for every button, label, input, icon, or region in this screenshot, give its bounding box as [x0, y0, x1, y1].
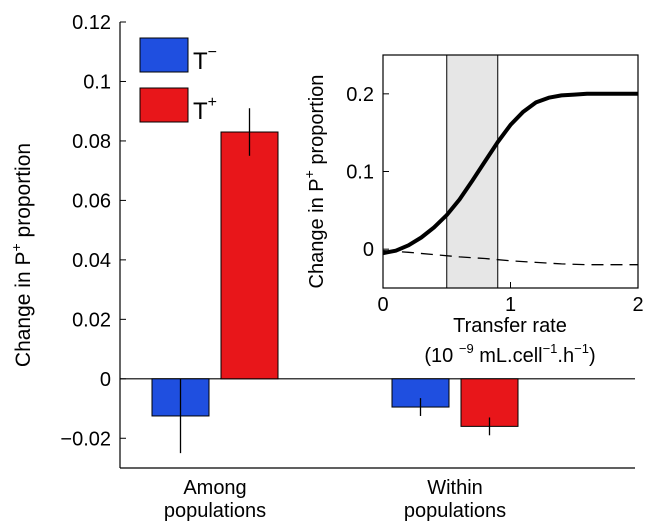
y-tick-label: 0.08	[72, 131, 111, 153]
series-line-dashed	[382, 250, 638, 266]
inset-y-tick-label: 0.1	[346, 162, 374, 184]
y-tick-label: 0.12	[72, 12, 111, 34]
inset-y-tick-label: 0.2	[346, 84, 374, 106]
category-label-line2: populations	[164, 500, 266, 522]
shaded-band	[446, 55, 498, 288]
legend-label: T−	[193, 44, 217, 75]
legend-label-base: T	[193, 98, 208, 125]
units-sup: −9	[459, 341, 474, 356]
legend-label: T+	[193, 94, 217, 125]
y-axis-label-sup: +	[8, 243, 24, 251]
inset-x-tick-label: 0	[377, 294, 388, 316]
legend-swatch	[139, 37, 189, 73]
inset-y-axis-label-sup: +	[301, 170, 317, 178]
inset-y-axis-label-main: Change in P	[306, 178, 328, 288]
y-tick-label: 0	[100, 369, 111, 391]
units-part: (10	[424, 345, 458, 367]
units-sup: −1	[574, 341, 589, 356]
inset-chart: 0 0.1 0.2 0 1 2 Change in P+ proportion Transfe…	[301, 54, 644, 367]
inset-y-axis-label-rest: proportion	[306, 75, 328, 171]
bar	[220, 131, 279, 380]
inset-x-axis-units: (10 −9 mL.cell−1.h−1)	[424, 341, 595, 367]
category-label-line1: Among	[183, 477, 246, 499]
units-sup: −1	[543, 341, 558, 356]
y-tick-label: −0.02	[60, 428, 111, 450]
units-part: )	[589, 345, 596, 367]
legend-swatch	[139, 87, 189, 123]
legend-label-sup: +	[208, 94, 217, 111]
inset-x-axis-label: Transfer rate	[453, 315, 567, 337]
series-line-solid	[382, 91, 638, 256]
y-tick-label: 0.1	[83, 71, 111, 93]
y-tick-label: 0.02	[72, 309, 111, 331]
inset-y-axis-label: Change in P+ proportion	[301, 75, 328, 289]
inset-x-tick-label: 1	[505, 294, 516, 316]
y-axis-label-main: Change in P	[12, 252, 35, 368]
units-part: .h	[557, 345, 574, 367]
inset-y-tick-label: 0	[363, 239, 374, 261]
y-axis-label: Change in P+ proportion	[8, 143, 35, 367]
y-tick-label: 0.06	[72, 190, 111, 212]
legend-label-sup: −	[208, 44, 217, 61]
y-tick-label: 0.04	[72, 250, 111, 272]
y-axis-label-rest: proportion	[12, 143, 35, 243]
category-label-line1: Within	[427, 477, 483, 499]
inset-x-tick-label: 2	[632, 294, 643, 316]
legend-label-base: T	[193, 48, 208, 75]
units-part: mL.cell	[474, 345, 543, 367]
category-label-line2: populations	[404, 500, 506, 522]
